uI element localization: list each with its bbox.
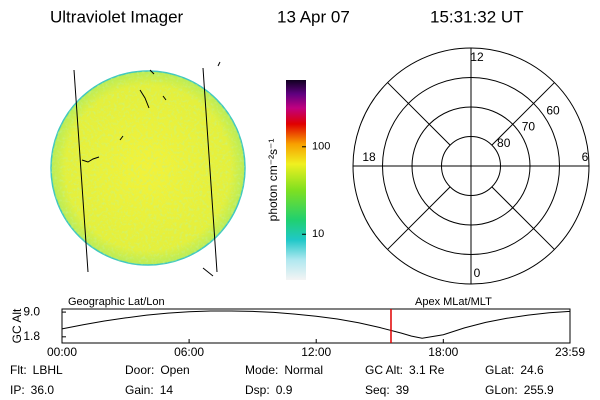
status-value: 24.6	[520, 363, 544, 377]
colorbar-label: photon cm⁻²s⁻¹	[266, 139, 280, 222]
status-value: 3.1 Re	[409, 363, 445, 377]
panel-label: Geographic Lat/Lon	[68, 296, 165, 308]
time: 15:31:32 UT	[430, 7, 524, 26]
status-label: Gain:	[125, 383, 154, 397]
status-value: 14	[160, 383, 174, 397]
status-value: 255.9	[524, 383, 554, 397]
status-value: Normal	[284, 363, 323, 377]
lat-label: 80	[497, 136, 511, 150]
lat-label: 70	[522, 120, 536, 134]
altitude-line	[61, 310, 571, 339]
panel-label: Apex MLat/MLT	[415, 296, 492, 308]
x-tick-label: 06:00	[174, 345, 204, 359]
x-tick-label: 00:00	[47, 345, 77, 359]
grid-line	[387, 82, 451, 146]
status-label: GLon:	[485, 383, 518, 397]
polar-grid	[352, 47, 590, 285]
status-label: Flt:	[10, 363, 27, 377]
status-value: LBHL	[33, 363, 63, 377]
colorbar-tick-label: 10	[312, 228, 324, 240]
image	[50, 61, 246, 277]
y-label: GC Alt	[10, 308, 24, 343]
date: 13 Apr 07	[277, 7, 350, 26]
status-label: IP:	[10, 383, 25, 397]
grid-line	[491, 82, 555, 146]
status-value: 0.9	[276, 383, 293, 397]
status-value: Open	[160, 363, 189, 377]
status-label: GC Alt:	[365, 363, 403, 377]
status-value: 39	[396, 383, 410, 397]
y-tick-label: 9.0	[23, 304, 40, 318]
grid-line	[491, 186, 555, 250]
colorbar	[286, 80, 306, 280]
title: Ultraviolet Imager	[50, 7, 184, 26]
status-value: 36.0	[31, 383, 55, 397]
plot-frame	[61, 308, 571, 344]
status-label: Dsp:	[245, 383, 270, 397]
mlt-label: 12	[470, 50, 484, 64]
status-label: Seq:	[365, 383, 390, 397]
status-label: Mode:	[245, 363, 278, 377]
status-label: GLat:	[485, 363, 514, 377]
colorbar-tick-label: 100	[312, 141, 330, 153]
x-tick-label: 18:00	[428, 345, 458, 359]
status-label: Door:	[125, 363, 154, 377]
y-tick-label: 1.8	[23, 329, 40, 343]
x-tick-label: 12:00	[301, 345, 331, 359]
mlt-label: 18	[362, 150, 376, 164]
grid-line	[387, 186, 451, 250]
lat-label: 60	[546, 103, 560, 117]
mlt-label: 6	[582, 150, 589, 164]
mlt-label: 0	[474, 266, 481, 280]
x-tick-label: 23:59	[555, 345, 585, 359]
